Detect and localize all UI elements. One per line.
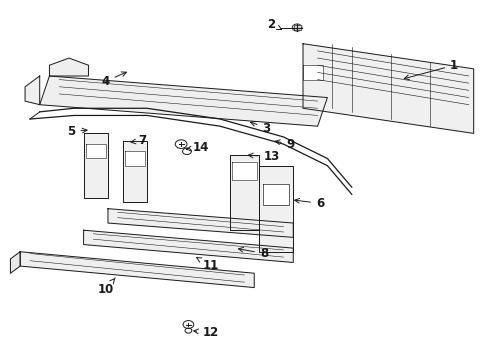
Polygon shape bbox=[303, 44, 473, 134]
Polygon shape bbox=[125, 151, 144, 166]
Polygon shape bbox=[259, 166, 293, 252]
Polygon shape bbox=[122, 140, 147, 202]
Text: 7: 7 bbox=[131, 134, 146, 147]
Text: 9: 9 bbox=[275, 138, 294, 150]
Polygon shape bbox=[83, 230, 293, 262]
Polygon shape bbox=[232, 162, 256, 180]
Text: 4: 4 bbox=[101, 72, 126, 88]
Polygon shape bbox=[86, 144, 105, 158]
Text: 12: 12 bbox=[193, 326, 218, 339]
Polygon shape bbox=[49, 58, 88, 76]
Polygon shape bbox=[303, 65, 322, 80]
Text: 14: 14 bbox=[186, 141, 208, 154]
Text: 3: 3 bbox=[250, 122, 270, 135]
Polygon shape bbox=[263, 184, 289, 205]
Polygon shape bbox=[83, 134, 108, 198]
Polygon shape bbox=[25, 76, 40, 105]
Polygon shape bbox=[40, 76, 327, 126]
Text: 10: 10 bbox=[97, 278, 115, 296]
Text: 1: 1 bbox=[404, 59, 457, 80]
Text: 13: 13 bbox=[248, 150, 279, 163]
Text: 2: 2 bbox=[267, 18, 281, 31]
Polygon shape bbox=[10, 252, 20, 273]
Text: 11: 11 bbox=[196, 258, 218, 272]
Text: 8: 8 bbox=[238, 247, 267, 260]
Text: 5: 5 bbox=[67, 125, 87, 138]
Polygon shape bbox=[293, 25, 300, 30]
Polygon shape bbox=[229, 155, 259, 230]
Text: 6: 6 bbox=[294, 197, 324, 210]
Polygon shape bbox=[108, 209, 293, 237]
Polygon shape bbox=[20, 252, 254, 288]
